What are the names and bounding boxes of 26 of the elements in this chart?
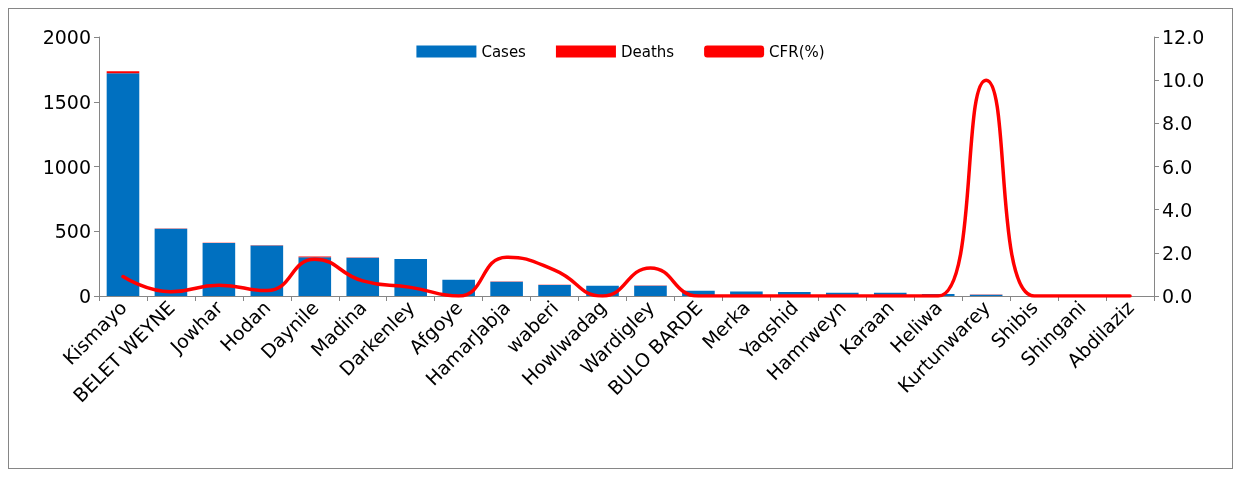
y-tick-label: 500 [54, 220, 91, 243]
bar [298, 257, 332, 296]
y-tick-label: 1500 [42, 90, 91, 113]
y2-tick-label: 2.0 [1162, 241, 1193, 264]
y2-tick-label: 4.0 [1162, 198, 1193, 221]
y-tick-label: 0 [78, 285, 91, 307]
legend-label: CFR(%) [769, 42, 825, 61]
bar [490, 281, 523, 296]
y2-tick-label: 10.0 [1162, 69, 1205, 92]
bar [346, 257, 380, 296]
bar [250, 245, 284, 296]
bar [634, 285, 667, 296]
bar [106, 73, 140, 296]
y2-tick-label: 0.0 [1162, 285, 1193, 307]
bar [154, 228, 188, 296]
y2-tick-label: 12.0 [1162, 26, 1205, 48]
bar [538, 284, 571, 296]
y-tick-label: 1000 [42, 155, 91, 178]
y2-tick-label: 6.0 [1162, 155, 1193, 178]
y2-tick-label: 8.0 [1162, 112, 1193, 135]
y-tick-label: 2000 [42, 26, 91, 48]
bar [202, 242, 236, 296]
line-series [121, 78, 1132, 298]
legend-label: Deaths [620, 42, 675, 61]
bar [394, 259, 428, 296]
legend-label: Cases [481, 42, 527, 61]
